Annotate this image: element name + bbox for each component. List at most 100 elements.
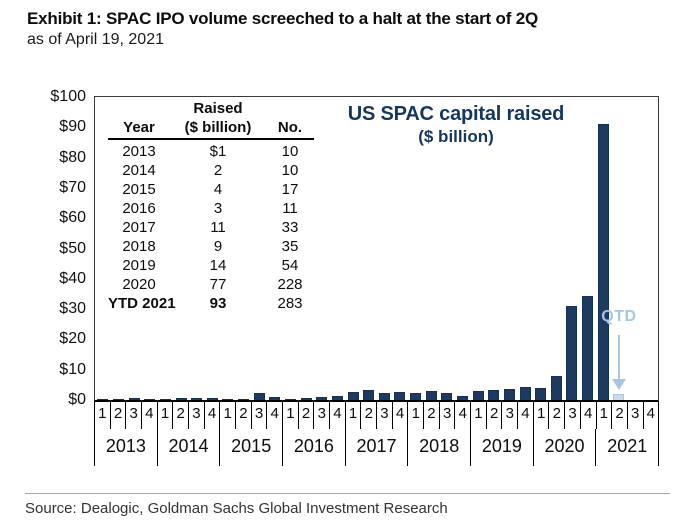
quarter-label: 3 (626, 402, 643, 429)
bar (519, 387, 531, 400)
table-cell: 11 (282, 200, 298, 217)
bar (175, 398, 187, 400)
table-cell: $1 (209, 143, 227, 160)
year-label: 2015 (219, 429, 282, 466)
quarter-label: 4 (329, 402, 345, 429)
table-cell: 93 (209, 295, 227, 312)
bar (331, 396, 343, 400)
quarter-label: 2 (485, 402, 502, 429)
bar (441, 393, 453, 400)
quarter-label: 1 (470, 402, 486, 429)
y-tick-label: $50 (59, 239, 86, 257)
quarter-label: 3 (501, 402, 517, 429)
table-cell: 2018 (122, 238, 156, 255)
table-cell: 2019 (122, 257, 156, 274)
bar (503, 389, 515, 400)
bar (347, 392, 359, 400)
table-cell: 54 (281, 257, 299, 274)
bar (191, 398, 203, 400)
bar (378, 393, 390, 400)
quarter-label: 1 (94, 402, 110, 429)
year-label: 2013 (94, 429, 157, 466)
quarter-label: 1 (282, 402, 298, 429)
quarter-label: 2 (548, 402, 564, 429)
quarter-label: 3 (188, 402, 204, 429)
quarter-label: 4 (203, 402, 220, 429)
table-cell: 2015 (122, 181, 156, 198)
y-axis: $100 $90 $80 $70 $60 $50 $40 $30 $20 $10 $0 (18, 88, 86, 408)
source-text: Source: Dealogic, Goldman Sachs Global I… (25, 500, 448, 517)
y-tick-label: $10 (59, 360, 86, 378)
table-cell: 283 (277, 295, 303, 312)
bar (472, 391, 484, 400)
bar (112, 399, 124, 400)
qtd-arrow-line (617, 335, 620, 379)
table-cell: 2014 (122, 162, 156, 179)
bar (128, 398, 140, 400)
quarter-label: 4 (454, 402, 470, 429)
year-label: 2014 (156, 429, 220, 466)
bar (97, 399, 109, 400)
table-cell: 3 (213, 200, 223, 217)
quarter-label: 4 (141, 402, 157, 429)
table-cell: YTD 2021 (108, 295, 176, 312)
y-tick-label: $70 (59, 178, 86, 196)
year-label: 2016 (282, 429, 345, 466)
table-cell: 2 (213, 162, 223, 179)
qtd-annotation-label: QTD (601, 308, 637, 325)
chart-subtitle: ($ billion) (418, 127, 494, 146)
bar (582, 296, 594, 400)
quarter-label: 2 (360, 402, 376, 429)
quarter-label: 3 (564, 402, 580, 429)
quarter-label: 3 (376, 402, 392, 429)
bar (159, 399, 171, 400)
bar (269, 397, 281, 400)
table-cell: 77 (209, 276, 227, 293)
bar (488, 390, 500, 400)
bar (566, 306, 578, 400)
table-cell: Raised (193, 100, 243, 117)
quarter-label: 2 (172, 402, 188, 429)
bar (535, 388, 547, 400)
y-tick-label: $30 (59, 300, 86, 318)
y-tick-label: $0 (68, 391, 86, 408)
exhibit-subtitle: as of April 19, 2021 (27, 31, 164, 48)
quarter-label: 4 (642, 402, 660, 429)
table-cell: 2016 (122, 200, 156, 217)
y-tick-label: $80 (59, 148, 86, 166)
table-cell: 10 (281, 162, 299, 179)
bar-qtd (613, 394, 625, 400)
bar (316, 397, 328, 400)
x-axis-year-row: 2013 2014 2015 2016 2017 2018 2019 2020 2021 (94, 429, 660, 466)
bar (222, 399, 234, 400)
bar (425, 391, 437, 400)
quarter-label: 2 (235, 402, 251, 429)
bar (253, 393, 265, 400)
table-cell: No. (277, 119, 303, 136)
exhibit-title: Exhibit 1: SPAC IPO volume screeched to … (27, 9, 538, 28)
bar (410, 393, 422, 400)
table-cell: 11 (210, 219, 226, 236)
bar (206, 398, 218, 400)
quarter-label: 3 (438, 402, 455, 429)
quarter-label: 1 (595, 402, 612, 429)
bar (550, 376, 562, 400)
table-header-rule (108, 138, 314, 140)
y-tick-label: $20 (59, 330, 86, 348)
table-cell: 17 (281, 181, 299, 198)
table-cell: 9 (213, 238, 223, 255)
quarter-label: 1 (407, 402, 423, 429)
quarter-label: 4 (266, 402, 282, 429)
source-divider (25, 493, 670, 494)
quarter-label: 2 (611, 402, 627, 429)
quarter-label: 2 (297, 402, 314, 429)
quarter-label: 4 (391, 402, 408, 429)
year-label: 2019 (470, 429, 533, 466)
chart-title-block: US SPAC capital raised ($ billion) (303, 103, 609, 147)
quarter-label: 3 (250, 402, 267, 429)
inset-data-table: Raised Year ($ billion) No. 2013 $1 10 2014 2 10 2… (108, 100, 314, 313)
bar (238, 399, 250, 400)
y-tick-label: $100 (50, 88, 86, 105)
